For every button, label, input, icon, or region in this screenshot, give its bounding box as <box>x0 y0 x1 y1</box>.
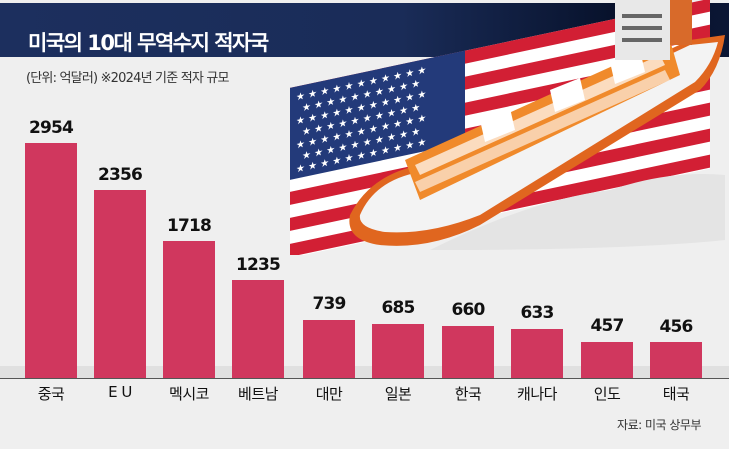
category-label: 태국 <box>662 385 690 403</box>
value-label: 457 <box>590 316 624 336</box>
value-label: 1718 <box>166 216 212 236</box>
category-label: 인도 <box>593 385 621 403</box>
flag-canton <box>290 50 465 180</box>
category-label: 멕시코 <box>169 385 209 403</box>
category-label: 일본 <box>384 385 412 403</box>
value-label: 739 <box>312 294 346 314</box>
category-label: 베트남 <box>238 385 278 403</box>
value-label: 2356 <box>97 165 143 185</box>
bar-canada <box>511 329 563 378</box>
value-label: 660 <box>451 300 485 320</box>
value-label: 685 <box>381 298 415 318</box>
source-note: 자료: 미국 상무부 <box>617 418 701 432</box>
bar-eu <box>94 190 146 378</box>
bar-india <box>581 342 633 378</box>
value-label: 456 <box>659 317 693 337</box>
value-label: 1235 <box>235 255 281 275</box>
bar-china <box>25 143 77 378</box>
us-flag-cargo-ship-illustration: ★ ★ ★ ★ ★ ★ ★ ★ ★ ★ ★ ★ ★ ★ ★ ★ ★ ★ ★ ★ … <box>290 0 725 255</box>
value-label: 633 <box>520 303 554 323</box>
category-label: 중국 <box>37 385 65 403</box>
bar-mexico <box>163 241 215 378</box>
bar-vietnam <box>232 280 284 378</box>
chart-subtitle: (단위: 억달러) ※2024년 기준 적자 규모 <box>26 71 229 86</box>
chart-title: 미국의 10대 무역수지 적자국 <box>28 31 269 55</box>
x-axis-line <box>0 378 729 379</box>
containers <box>405 40 680 200</box>
category-label: 한국 <box>454 385 482 403</box>
bar-korea <box>442 326 494 378</box>
category-label: 대만 <box>315 385 343 403</box>
bar-thailand <box>650 342 702 378</box>
value-label: 2954 <box>28 118 74 138</box>
bar-taiwan <box>303 320 355 378</box>
category-label: E U <box>108 383 132 401</box>
category-label: 캐나다 <box>517 385 557 403</box>
bar-japan <box>372 324 424 378</box>
